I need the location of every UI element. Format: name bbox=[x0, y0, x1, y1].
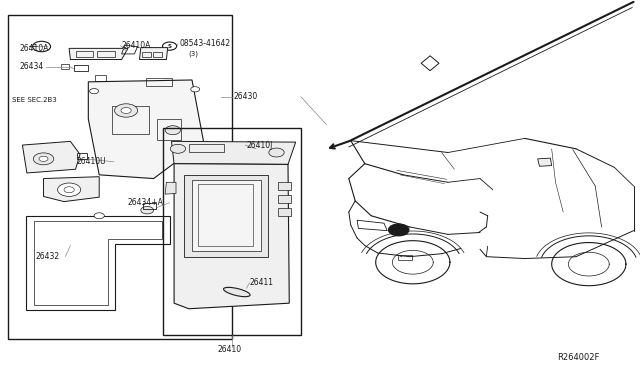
Circle shape bbox=[33, 153, 54, 165]
Text: SEE SEC.2B3: SEE SEC.2B3 bbox=[12, 97, 56, 103]
Circle shape bbox=[185, 147, 193, 151]
Bar bbox=[192, 180, 261, 251]
Polygon shape bbox=[88, 80, 204, 179]
Bar bbox=[198, 184, 253, 246]
Polygon shape bbox=[421, 56, 439, 71]
Text: 08543-41642: 08543-41642 bbox=[179, 39, 230, 48]
Circle shape bbox=[163, 42, 177, 50]
Text: 26432: 26432 bbox=[35, 252, 60, 261]
Circle shape bbox=[64, 187, 74, 193]
Bar bbox=[189, 144, 224, 152]
Bar bbox=[61, 64, 69, 69]
Bar bbox=[95, 75, 106, 81]
Bar bbox=[184, 175, 268, 257]
Circle shape bbox=[165, 126, 180, 135]
Circle shape bbox=[388, 224, 409, 236]
Circle shape bbox=[141, 206, 154, 214]
Bar bbox=[8, 15, 232, 339]
Bar bbox=[153, 52, 162, 57]
Circle shape bbox=[191, 87, 200, 92]
Circle shape bbox=[121, 108, 131, 113]
Text: 26434+A: 26434+A bbox=[128, 198, 164, 207]
Polygon shape bbox=[165, 182, 176, 194]
Bar bbox=[76, 51, 93, 57]
Bar bbox=[146, 78, 172, 86]
Polygon shape bbox=[140, 48, 168, 60]
Text: 26430: 26430 bbox=[234, 92, 258, 101]
Polygon shape bbox=[172, 141, 296, 164]
Bar bbox=[278, 195, 291, 203]
Polygon shape bbox=[22, 141, 80, 173]
Bar bbox=[278, 182, 291, 190]
Text: S: S bbox=[168, 44, 172, 49]
Polygon shape bbox=[538, 158, 552, 166]
Circle shape bbox=[39, 156, 48, 161]
Text: R264002F: R264002F bbox=[557, 353, 599, 362]
Circle shape bbox=[269, 148, 284, 157]
Bar bbox=[74, 65, 88, 71]
Text: 26410U: 26410U bbox=[77, 157, 106, 166]
Circle shape bbox=[170, 144, 186, 153]
Circle shape bbox=[58, 183, 81, 196]
Text: 26411: 26411 bbox=[250, 278, 274, 287]
Circle shape bbox=[115, 104, 138, 117]
Bar bbox=[157, 119, 181, 140]
Bar bbox=[142, 52, 151, 57]
Text: 26410J: 26410J bbox=[246, 141, 273, 150]
Text: 26410A: 26410A bbox=[19, 44, 49, 53]
Text: (3): (3) bbox=[189, 51, 199, 57]
Polygon shape bbox=[69, 48, 128, 60]
Bar bbox=[398, 255, 412, 260]
Text: 26410: 26410 bbox=[218, 345, 242, 354]
Bar bbox=[163, 128, 301, 335]
Bar bbox=[112, 106, 149, 134]
Text: 26434: 26434 bbox=[19, 62, 44, 71]
Circle shape bbox=[33, 41, 51, 52]
Polygon shape bbox=[174, 164, 289, 309]
Circle shape bbox=[94, 213, 104, 219]
Bar bbox=[97, 51, 115, 57]
Polygon shape bbox=[44, 177, 99, 202]
Bar bbox=[143, 203, 156, 209]
Circle shape bbox=[90, 89, 99, 94]
Bar bbox=[77, 153, 87, 159]
Text: 26410A: 26410A bbox=[122, 41, 151, 50]
Bar bbox=[278, 208, 291, 216]
Ellipse shape bbox=[223, 287, 250, 297]
